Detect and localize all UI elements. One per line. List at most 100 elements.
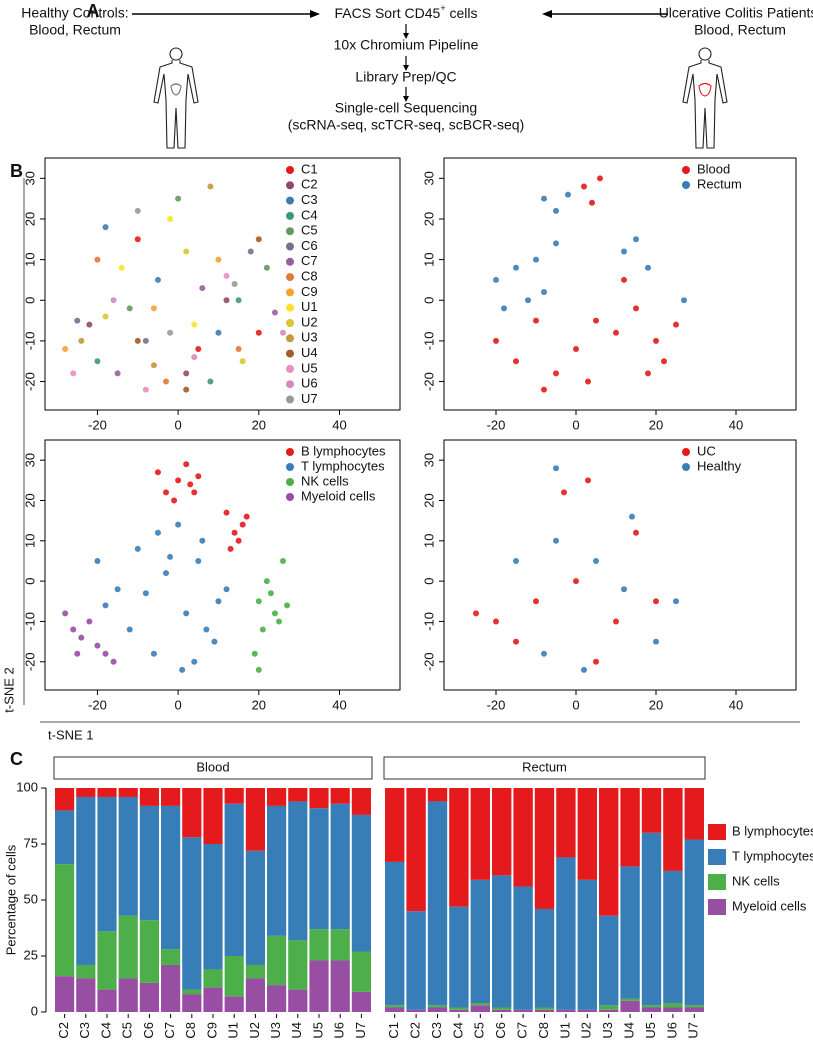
point bbox=[280, 329, 287, 336]
point bbox=[513, 557, 519, 564]
bar-segment bbox=[385, 861, 405, 1006]
legend-marker bbox=[286, 380, 294, 389]
point bbox=[621, 276, 627, 283]
x-tick-label: C7 bbox=[162, 1022, 177, 1039]
point bbox=[150, 305, 157, 312]
point bbox=[203, 626, 210, 633]
panel-label: C bbox=[10, 749, 23, 769]
bar-segment bbox=[556, 857, 576, 1010]
point bbox=[199, 285, 206, 292]
x-tick-label: -20 bbox=[88, 417, 107, 432]
legend-label: C4 bbox=[301, 207, 318, 222]
point bbox=[154, 469, 161, 476]
bar-segment bbox=[55, 976, 75, 1012]
point bbox=[175, 477, 182, 484]
legend-label: U1 bbox=[301, 299, 318, 314]
point bbox=[493, 337, 499, 344]
point bbox=[94, 256, 101, 263]
point bbox=[74, 650, 81, 657]
point bbox=[102, 650, 109, 657]
y-tick-label: 10 bbox=[22, 252, 37, 266]
bar-segment bbox=[427, 1005, 448, 1008]
y-tick-label: -20 bbox=[421, 372, 436, 391]
point bbox=[473, 610, 479, 617]
y-tick-label: 30 bbox=[421, 453, 436, 467]
x-tick-label: C9 bbox=[204, 1022, 219, 1039]
point bbox=[134, 545, 141, 552]
x-tick-label: U1 bbox=[557, 1022, 572, 1039]
point bbox=[263, 578, 270, 585]
x-tick-label: C2 bbox=[56, 1022, 71, 1039]
bar-segment bbox=[684, 1005, 704, 1008]
y-tick-label: 10 bbox=[421, 534, 436, 548]
source-text: Blood, Rectum bbox=[29, 22, 121, 38]
point bbox=[263, 264, 270, 271]
step-text: FACS Sort CD45 bbox=[335, 5, 441, 21]
x-tick-label: 0 bbox=[175, 417, 182, 432]
point bbox=[561, 489, 567, 496]
legend-label: Myeloid cells bbox=[301, 488, 376, 503]
bar-segment bbox=[309, 929, 329, 961]
point bbox=[235, 537, 242, 544]
bar-segment bbox=[470, 879, 490, 1004]
point bbox=[163, 489, 170, 496]
point bbox=[134, 207, 141, 214]
bar-segment bbox=[97, 788, 117, 797]
bar-segment bbox=[76, 788, 96, 797]
x-tick-label: 20 bbox=[252, 697, 266, 712]
point bbox=[553, 537, 559, 544]
step-text: Library Prep/QC bbox=[355, 69, 456, 85]
bar-segment bbox=[492, 1009, 512, 1012]
point bbox=[191, 354, 198, 361]
bar-segment bbox=[118, 915, 138, 979]
point bbox=[114, 370, 121, 377]
point bbox=[243, 513, 250, 520]
point bbox=[613, 329, 619, 336]
bar-segment bbox=[385, 1007, 405, 1012]
y-tick-label: -10 bbox=[421, 332, 436, 351]
point bbox=[86, 321, 93, 328]
y-axis-label: Percentage of cells bbox=[3, 844, 18, 955]
bar-segment bbox=[288, 940, 308, 990]
bar-segment bbox=[55, 864, 75, 977]
legend-marker bbox=[286, 448, 294, 456]
point bbox=[645, 370, 651, 377]
bar-segment bbox=[470, 1005, 490, 1012]
point bbox=[589, 199, 595, 206]
x-tick-label: 20 bbox=[649, 417, 663, 432]
source-text: Ulcerative Colitis Patients: bbox=[659, 5, 813, 21]
x-tick-label: U6 bbox=[332, 1022, 347, 1039]
legend-label: B lymphocytes bbox=[732, 823, 813, 838]
point bbox=[661, 358, 667, 365]
x-tick-label: 0 bbox=[572, 697, 579, 712]
point bbox=[167, 553, 174, 560]
arrows bbox=[132, 10, 668, 102]
bar-segment bbox=[534, 1007, 555, 1010]
bar-segment bbox=[267, 788, 287, 806]
bar-segment bbox=[449, 906, 469, 1008]
point bbox=[199, 537, 206, 544]
x-tick-label: 20 bbox=[649, 697, 663, 712]
point bbox=[102, 602, 109, 609]
point bbox=[62, 346, 69, 353]
bar-segment bbox=[641, 788, 662, 833]
panel-label: B bbox=[10, 161, 23, 181]
legend-marker bbox=[286, 273, 294, 282]
legend-label: NK cells bbox=[732, 873, 780, 888]
point bbox=[633, 529, 639, 536]
y-tick-label: 100 bbox=[16, 779, 38, 794]
point bbox=[573, 346, 579, 353]
point bbox=[235, 297, 242, 304]
bar-segment bbox=[330, 788, 350, 804]
point bbox=[593, 557, 599, 564]
point bbox=[207, 183, 214, 190]
point bbox=[191, 658, 198, 665]
bar-segment bbox=[224, 956, 244, 997]
point bbox=[235, 346, 242, 353]
point bbox=[223, 272, 230, 279]
y-tick-label: -20 bbox=[22, 372, 37, 391]
bar-segment bbox=[139, 805, 159, 921]
point bbox=[533, 598, 539, 605]
point bbox=[585, 477, 591, 484]
source-text: Healthy Controls: bbox=[21, 5, 128, 21]
